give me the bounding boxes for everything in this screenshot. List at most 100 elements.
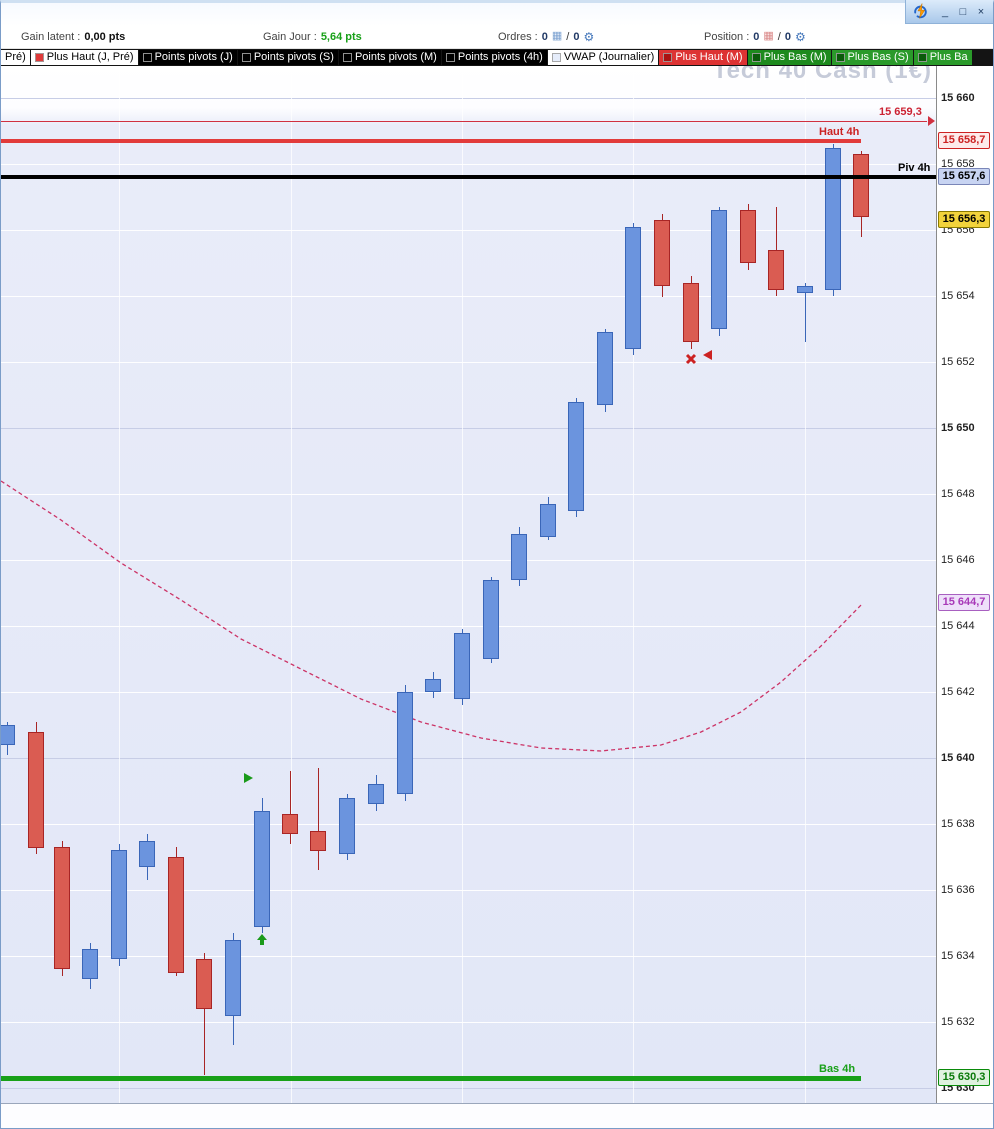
- legend-chip-label: Plus Haut (M): [675, 51, 743, 64]
- candle: [711, 210, 727, 330]
- gridline-horizontal: [1, 890, 936, 892]
- candle: [654, 220, 670, 287]
- legend-chip[interactable]: Plus Haut (J, Pré): [30, 50, 138, 66]
- candle: [425, 679, 441, 693]
- gridline-horizontal: [1, 164, 936, 166]
- indicator-color-swatch: [663, 53, 673, 63]
- minimize-button[interactable]: _: [941, 5, 949, 18]
- maximize-button[interactable]: □: [959, 5, 967, 18]
- gridline-horizontal: [1, 230, 936, 232]
- legend-chip[interactable]: Points pivots (M): [338, 50, 441, 66]
- level-line-label: Haut 4h: [819, 126, 860, 139]
- position-slash: /: [777, 30, 781, 43]
- legend-chip-label: Plus Haut (J, Pré): [46, 51, 134, 64]
- gain-latent-label: Gain latent :: [21, 30, 81, 43]
- legend-chip[interactable]: Pré): [1, 50, 30, 66]
- candle: [597, 332, 613, 406]
- candle: [683, 283, 699, 343]
- instrument-watermark: Tech 40 Cash (1€): [712, 66, 932, 85]
- candle: [625, 227, 641, 350]
- candle: [454, 633, 470, 700]
- level-line-label: Piv 4h: [898, 162, 931, 175]
- marker-triangle-left: [703, 350, 712, 361]
- gridline-vertical: [291, 66, 292, 1104]
- legend-chip[interactable]: Plus Bas (M): [747, 50, 831, 66]
- refresh-swirl-icon[interactable]: [912, 3, 929, 20]
- price-badge-vwap: 15 644,7: [938, 594, 990, 612]
- legend-chip-label: Points pivots (J): [154, 51, 233, 64]
- stats-bar: Gain latent : 0,00 pts Gain Jour : 5,64 …: [1, 25, 993, 49]
- legend-chip[interactable]: Plus Haut (M): [659, 50, 747, 66]
- gridline-horizontal: [1, 824, 936, 826]
- orders-panel-icon[interactable]: ▦: [551, 30, 563, 43]
- legend-chip-label: Plus Bas (S): [847, 51, 909, 64]
- level-line-piv-4h: [1, 175, 936, 180]
- indicator-color-swatch: [34, 53, 44, 63]
- legend-chip-label: Pré): [5, 51, 26, 64]
- position-gear-icon[interactable]: ⚙: [794, 29, 806, 44]
- price-badge-last: 15 656,3: [938, 211, 990, 229]
- candle: [540, 504, 556, 538]
- axis-tick-label: 15 648: [941, 488, 975, 501]
- position-stat: Position : 0 ▦ / 0 ⚙: [704, 31, 806, 43]
- legend-chip[interactable]: Points pivots (S): [237, 50, 338, 66]
- legend-chip-label: Points pivots (M): [354, 51, 437, 64]
- candle: [54, 847, 70, 970]
- candle: [397, 692, 413, 795]
- candle: [853, 154, 869, 218]
- price-badge-pivot: 15 657,6: [938, 168, 990, 186]
- orders-slash: /: [566, 30, 570, 43]
- candle: [797, 286, 813, 294]
- legend-chip-label: Points pivots (S): [253, 51, 334, 64]
- price-badge-plus-bas: 15 630,3: [938, 1069, 990, 1087]
- position-panel-icon[interactable]: ▦: [763, 30, 774, 43]
- orders-stat: Ordres : 0 ▦ / 0 ⚙: [498, 31, 594, 43]
- candle: [339, 798, 355, 855]
- candle: [168, 857, 184, 974]
- level-line-label: 15 659,3: [879, 106, 922, 119]
- legend-chip[interactable]: Plus Ba: [913, 50, 972, 66]
- axis-tick-label: 15 660: [941, 92, 975, 105]
- gridline-vertical: [462, 66, 463, 1104]
- close-button[interactable]: ×: [977, 5, 985, 18]
- candle: [139, 841, 155, 868]
- candle: [310, 831, 326, 852]
- gain-jour-label: Gain Jour :: [263, 30, 317, 43]
- candle: [825, 148, 841, 291]
- level-line-haut-4h: [1, 139, 861, 144]
- candle: [368, 784, 384, 805]
- gridline-vertical: [633, 66, 634, 1104]
- price-axis[interactable]: 15 660 15 658 15 656 15 654 15 652 15 650 15 6…: [936, 66, 993, 1104]
- candle: [196, 959, 212, 1010]
- legend-chip[interactable]: Points pivots (4h): [441, 50, 547, 66]
- level-line-bas-4h: [1, 1076, 861, 1082]
- legend-chip[interactable]: Plus Bas (S): [831, 50, 913, 66]
- orders-label: Ordres :: [498, 30, 538, 43]
- legend-chip[interactable]: VWAP (Journalier): [547, 50, 659, 66]
- candle: [483, 580, 499, 660]
- axis-tick-label: 15 642: [941, 686, 975, 699]
- candle: [82, 949, 98, 980]
- orders-count: 0: [541, 30, 548, 43]
- indicator-color-swatch: [751, 53, 761, 63]
- indicator-color-swatch: [142, 53, 152, 63]
- candle: [768, 250, 784, 291]
- orders-gear-icon[interactable]: ⚙: [583, 29, 595, 44]
- candle-wick: [204, 953, 205, 1076]
- window-controls: _ □ ×: [905, 0, 993, 24]
- axis-tick-label: 15 652: [941, 356, 975, 369]
- price-chart[interactable]: Tech 40 Cash (1€) 15 659,3 Haut 4h Piv 4h B…: [1, 66, 936, 1104]
- gridline-vertical: [805, 66, 806, 1104]
- legend-chip-label: Points pivots (4h): [457, 51, 543, 64]
- level-line-right-arrow: [928, 116, 935, 127]
- legend-chip[interactable]: Points pivots (J): [138, 50, 237, 66]
- candle: [740, 210, 756, 264]
- vwap-curve: [1, 480, 864, 752]
- legend-chip-label: Plus Bas (M): [763, 51, 827, 64]
- axis-tick-label: 15 636: [941, 884, 975, 897]
- axis-tick-label: 15 632: [941, 1016, 975, 1029]
- orders-count-2: 0: [573, 30, 580, 43]
- position-count: 0: [753, 30, 760, 43]
- position-count-2: 0: [784, 30, 791, 43]
